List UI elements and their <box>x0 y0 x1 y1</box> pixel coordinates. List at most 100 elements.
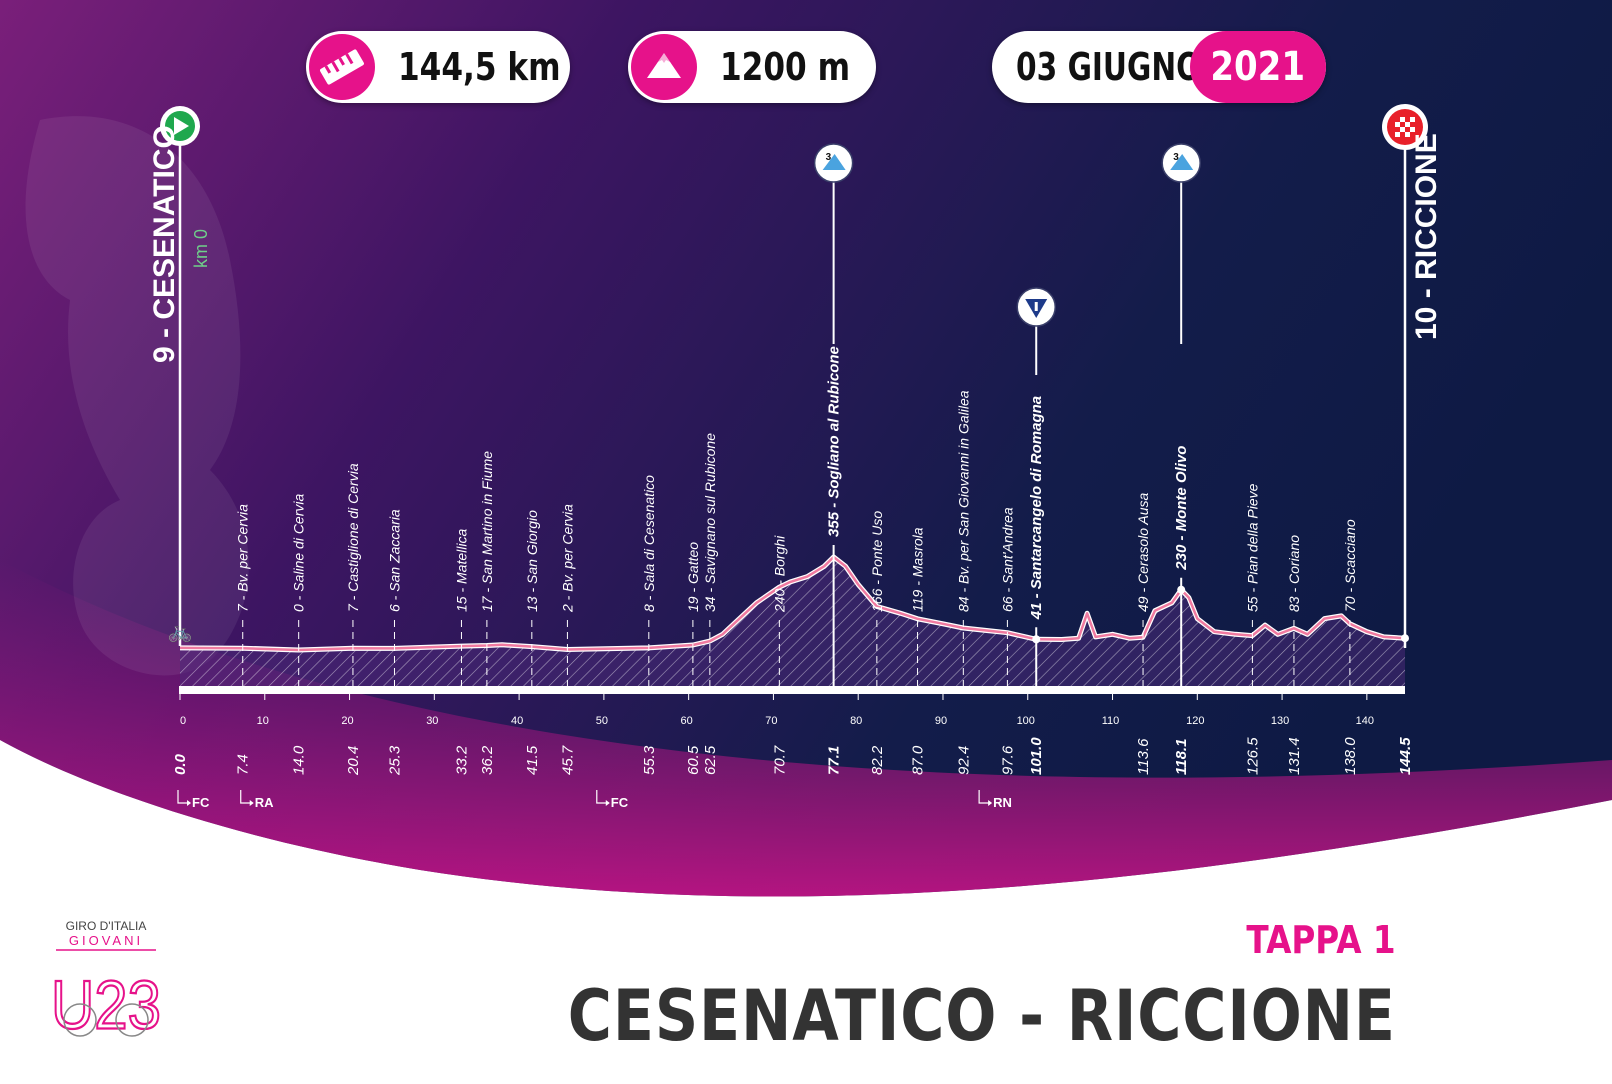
mountain-icon <box>1170 154 1194 170</box>
bike-icon: 🚲 <box>168 621 193 643</box>
waypoint-km: 60.5 <box>685 745 702 775</box>
waypoint-km: 7.4 <box>235 754 252 775</box>
cyclist-silhouette <box>25 116 249 676</box>
waypoint-label: 13 - San Giorgio <box>524 510 540 612</box>
km-tick-label: 100 <box>1017 715 1035 727</box>
waypoint-km: 131.4 <box>1286 737 1303 775</box>
finish-label: 10 - RICCIONE <box>1410 133 1443 340</box>
waypoint-label: 83 - Coriano <box>1286 535 1302 612</box>
arrowhead-icon <box>187 800 191 806</box>
province-arrow-icon <box>240 790 253 804</box>
waypoint-km: 82.2 <box>869 745 886 775</box>
arrowhead-icon <box>605 800 610 806</box>
arrowhead-icon <box>249 800 254 806</box>
giro-giovani-logo: GIRO D'ITALIA GIOVANI U23 <box>50 918 162 1048</box>
waypoint-km: 118.1 <box>1173 739 1190 775</box>
waypoint-km: 55.3 <box>641 745 658 775</box>
waypoint-km: 101.0 <box>1028 737 1045 775</box>
finish-marker: 10 - RICCIONE <box>1382 104 1443 648</box>
waypoint-label: 15 - Matellica <box>453 529 469 612</box>
waypoint-label: 355 - Sogliano al Rubicone <box>826 346 843 537</box>
waypoint-label: 6 - San Zaccaria <box>386 509 402 612</box>
waypoint-km: 144.5 <box>1397 737 1414 775</box>
checkered-icon <box>1395 117 1415 137</box>
waypoint-dot <box>1177 585 1186 594</box>
province-arrow-icon <box>978 790 992 804</box>
waypoint-label: 240 - Borghi <box>771 535 787 613</box>
waypoint-km: 62.5 <box>702 745 719 775</box>
waypoint-label: 166 - Ponte Uso <box>869 511 885 612</box>
waypoint-km: 87.0 <box>910 745 927 775</box>
waypoint-label: 34 - Savignano sul Rubicone <box>702 433 718 612</box>
logo-line2: GIOVANI <box>69 933 143 948</box>
waypoint-km: 138.0 <box>1342 737 1359 775</box>
profile-layer <box>179 554 1406 686</box>
climb-category: 3 <box>826 152 832 163</box>
km-ticks-layer: 0 10 20 30 40 50 60 70 80 90 100 110 120 130 140 <box>179 694 1374 727</box>
province-arrow-icon <box>177 790 190 804</box>
km-tick-label: 140 <box>1356 715 1374 727</box>
start-marker: 9 - CESENATICO km 0 🚲 <box>148 106 211 646</box>
profile-hatch <box>180 557 1405 686</box>
year-value: 2021 <box>1210 44 1306 90</box>
province-label: FC <box>192 795 210 810</box>
waypoint-km: 97.6 <box>999 745 1016 775</box>
arrowhead-icon <box>988 800 993 806</box>
background-glow <box>0 560 1612 897</box>
waypoint-km: 92.4 <box>955 746 972 775</box>
km-tick-label: 20 <box>341 715 353 727</box>
waypoint-label: 41 - Santarcangelo di Romagna <box>1028 396 1045 620</box>
waypoint-km: 0.0 <box>172 753 189 775</box>
waypoint-km: 70.7 <box>771 745 788 775</box>
province-label: RN <box>993 795 1012 810</box>
sprint-icon-bar <box>1034 302 1038 311</box>
logo-line1: GIRO D'ITALIA <box>66 919 147 933</box>
km-tick-label: 40 <box>511 715 523 727</box>
year-badge: 2021 <box>1190 31 1326 103</box>
waypoint-label: 2 - Bv. per Cervia <box>559 504 575 613</box>
profile-baseline-bar <box>179 686 1405 694</box>
km-tick-label: 30 <box>426 715 438 727</box>
date-value: 03 GIUGNO <box>1016 45 1202 89</box>
km-tick-label: 80 <box>850 715 862 727</box>
waypoint-label: 7 - Bv. per Cervia <box>235 504 251 612</box>
km-tick-label: 50 <box>596 715 608 727</box>
waypoint-km: 77.1 <box>826 746 843 775</box>
waypoint-label: 17 - San Martino in Fiume <box>479 451 495 612</box>
distance-pill: 144,5 km <box>306 31 570 103</box>
km-tick-label: 110 <box>1102 715 1120 727</box>
stage-number: TAPPA 1 <box>1246 918 1396 962</box>
waypoint-km: 25.3 <box>386 745 403 776</box>
waypoint-dot <box>1032 635 1041 644</box>
km-tick-label: 120 <box>1186 715 1204 727</box>
waypoint-label: 8 - Sala di Cesenatico <box>641 475 657 612</box>
waypoint-label: 55 - Pian della Pieve <box>1244 483 1260 612</box>
waypoint-label: 0 - Saline di Cervia <box>291 494 307 612</box>
waypoint-label: 7 - Castiglione di Cervia <box>345 463 361 612</box>
provinces-layer: FC RA FC RN <box>177 790 1012 810</box>
waypoint-label: 119 - Masrola <box>910 527 926 612</box>
province-label: FC <box>611 795 629 810</box>
waypoint-label: 230 - Monte Olivo <box>1173 446 1190 571</box>
mountain-icon <box>631 34 697 100</box>
date-pill: 03 GIUGNO 2021 <box>992 31 1326 103</box>
waypoint-label: 70 - Scacciano <box>1342 519 1358 612</box>
waypoint-km: 14.0 <box>291 745 308 775</box>
waypoint-km: 33.2 <box>453 745 470 775</box>
km-tick-label: 130 <box>1271 715 1289 727</box>
waypoint-km: 45.7 <box>559 745 576 775</box>
distance-value: 144,5 km <box>398 45 561 89</box>
km-zero-label: km 0 <box>191 229 211 268</box>
waypoint-km: 20.4 <box>345 746 362 776</box>
start-label: 9 - CESENATICO <box>148 125 181 363</box>
km-tick-label: 0 <box>180 715 186 727</box>
waypoint-label: 49 - Cerasolo Ausa <box>1135 492 1151 612</box>
waypoint-km: 36.2 <box>479 745 496 775</box>
mountain-icon <box>822 154 846 170</box>
ruler-icon <box>309 34 375 100</box>
elevation-value: 1200 m <box>720 45 851 89</box>
waypoint-label: 19 - Gatteo <box>685 542 701 612</box>
play-icon <box>174 117 189 135</box>
